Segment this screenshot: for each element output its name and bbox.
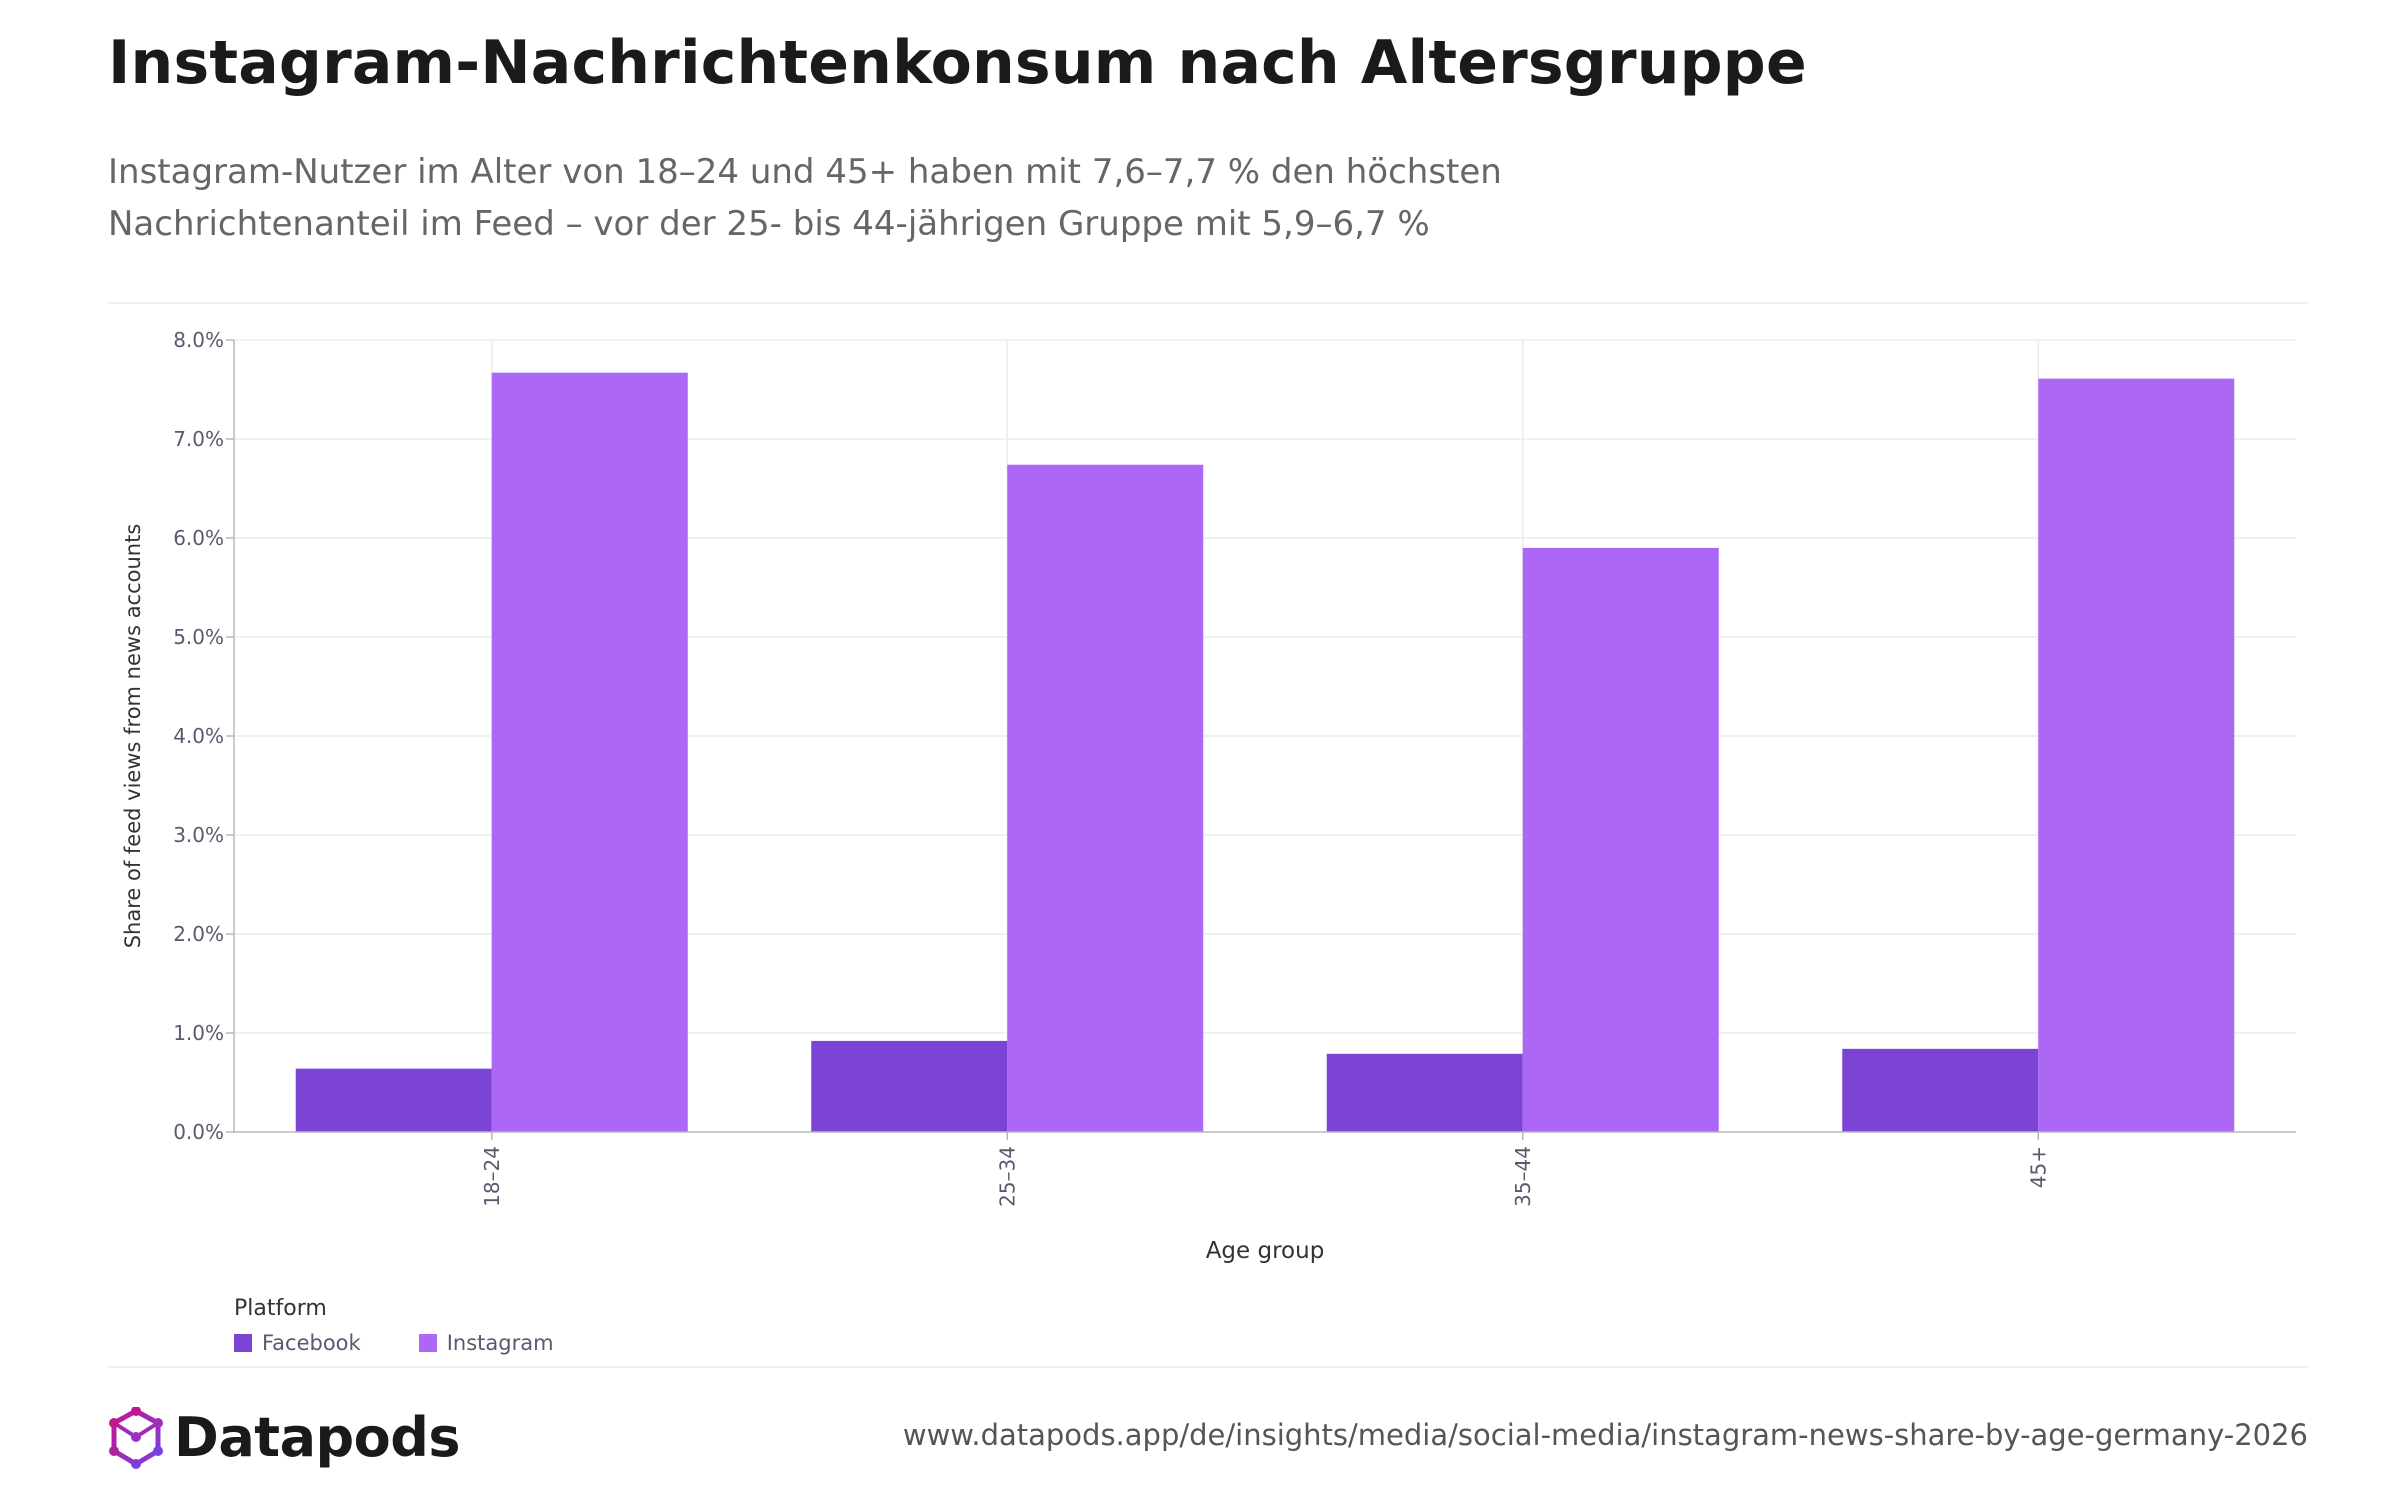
x-tick-label: 45+	[2026, 1146, 2050, 1188]
y-axis-title: Share of feed views from news accounts	[121, 524, 145, 949]
y-tick-label: 8.0%	[173, 328, 224, 352]
legend-label-instagram: Instagram	[446, 1331, 554, 1355]
bar-facebook-1	[811, 1040, 1008, 1132]
chart-subtitle: Instagram-Nutzer im Alter von 18–24 und …	[108, 146, 1502, 250]
x-tick-label: 25–34	[995, 1146, 1019, 1207]
bar-facebook-3	[1842, 1048, 2039, 1132]
legend-swatch-facebook	[234, 1334, 252, 1352]
source-url[interactable]: www.datapods.app/de/insights/media/socia…	[902, 1418, 2308, 1452]
bar-instagram-2	[1522, 547, 1719, 1132]
y-tick-label: 3.0%	[173, 823, 224, 847]
bottom-divider	[108, 1366, 2308, 1368]
y-tick-label: 4.0%	[173, 724, 224, 748]
brand-logo[interactable]: Datapods	[108, 1406, 461, 1469]
axis-layer	[226, 339, 2296, 1140]
bar-instagram-1	[1007, 464, 1204, 1132]
bar-facebook-0	[295, 1068, 492, 1132]
y-tick-label: 7.0%	[173, 427, 224, 451]
y-tick-label: 0.0%	[173, 1120, 224, 1144]
bar-instagram-0	[491, 372, 688, 1132]
legend-title: Platform	[234, 1296, 327, 1321]
datapods-logo-icon	[109, 1406, 163, 1469]
legend-label-facebook: Facebook	[262, 1331, 361, 1355]
bar-chart: 0.0% 1.0% 2.0% 3.0% 4.0% 5.0% 6.0% 7.0% 8.0% 18–2…	[121, 328, 2296, 1264]
x-axis-title: Age group	[1206, 1238, 1325, 1264]
top-divider	[108, 302, 2308, 304]
x-tick-label: 35–44	[1511, 1146, 1535, 1207]
bar-facebook-2	[1326, 1053, 1523, 1132]
legend: Platform Facebook Instagram	[234, 1296, 554, 1355]
subtitle-line-1: Instagram-Nutzer im Alter von 18–24 und …	[108, 152, 1502, 192]
labels-layer: 0.0% 1.0% 2.0% 3.0% 4.0% 5.0% 6.0% 7.0% 8.0% 18–2…	[121, 328, 2050, 1264]
y-tick-label: 6.0%	[173, 526, 224, 550]
chart-title: Instagram-Nachrichtenkonsum nach Altersg…	[108, 28, 1807, 98]
legend-item-facebook[interactable]: Facebook	[234, 1331, 361, 1355]
x-tick-label: 18–24	[480, 1146, 504, 1207]
y-tick-label: 1.0%	[173, 1021, 224, 1045]
legend-swatch-instagram	[418, 1334, 437, 1352]
legend-item-instagram[interactable]: Instagram	[418, 1331, 554, 1355]
brand-name: Datapods	[174, 1406, 461, 1469]
subtitle-line-2: Nachrichtenanteil im Feed – vor der 25- …	[108, 204, 1430, 244]
y-tick-label: 2.0%	[173, 922, 224, 946]
y-tick-label: 5.0%	[173, 625, 224, 649]
bars-layer	[295, 372, 2235, 1132]
bar-instagram-3	[2038, 378, 2235, 1132]
